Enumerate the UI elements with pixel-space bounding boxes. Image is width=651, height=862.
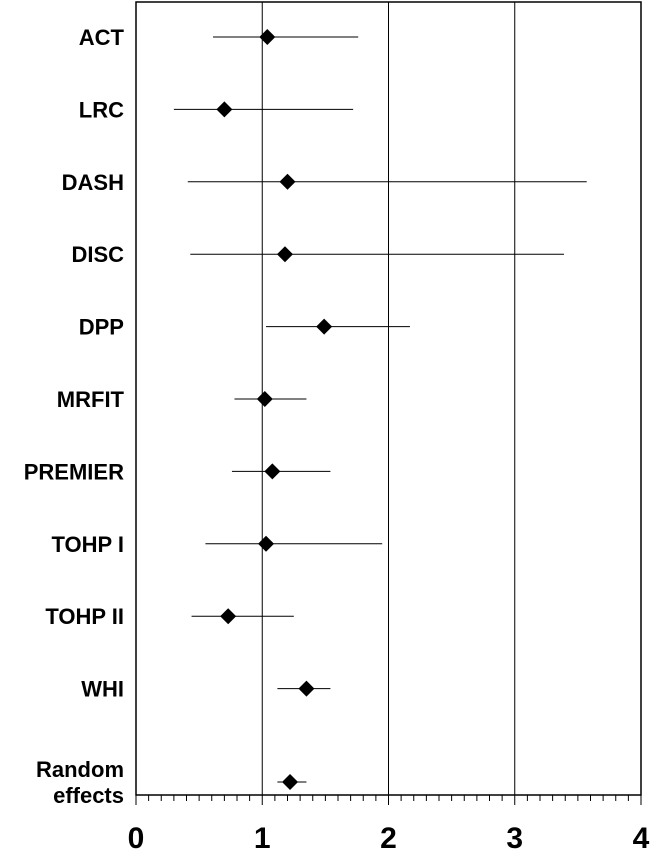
- study-label-act: ACT: [79, 25, 125, 50]
- estimate-marker-random-effects: [282, 774, 299, 790]
- x-tick-label-1: 1: [254, 822, 271, 855]
- estimate-marker-act: [259, 29, 276, 45]
- study-label-whi: WHI: [81, 677, 124, 702]
- study-label-mrfit: MRFIT: [57, 387, 125, 412]
- study-label-disc: DISC: [71, 242, 124, 267]
- estimate-marker-mrfit: [256, 391, 273, 407]
- estimate-marker-whi: [298, 680, 315, 697]
- plot-area: 0 1 2 3 4 ACT LRC DASH DISC DPP MRFIT PREMIER TOHP I…: [24, 1, 650, 855]
- estimate-marker-dpp: [316, 318, 333, 335]
- study-label-premier: PREMIER: [24, 459, 124, 484]
- x-tick-label-0: 0: [128, 822, 145, 855]
- study-label-dpp: DPP: [79, 315, 124, 340]
- estimate-marker-dash: [279, 173, 296, 190]
- study-label-dash: DASH: [62, 170, 124, 195]
- estimate-marker-premier: [264, 463, 281, 480]
- x-tick-label-4: 4: [633, 822, 650, 855]
- study-label-lrc: LRC: [79, 97, 124, 122]
- estimate-marker-lrc: [216, 101, 233, 118]
- estimate-marker-disc: [276, 246, 293, 263]
- study-label-random-effects-0: Random: [36, 757, 124, 782]
- study-label-tohp-ii: TOHP II: [45, 604, 124, 629]
- estimate-marker-tohp-ii: [220, 608, 237, 625]
- estimate-marker-tohp-i: [258, 535, 275, 552]
- study-label-tohp-i: TOHP I: [51, 532, 124, 557]
- x-tick-label-2: 2: [380, 822, 397, 855]
- study-label-random-effects-1: effects: [53, 783, 124, 808]
- x-tick-label-3: 3: [506, 822, 523, 855]
